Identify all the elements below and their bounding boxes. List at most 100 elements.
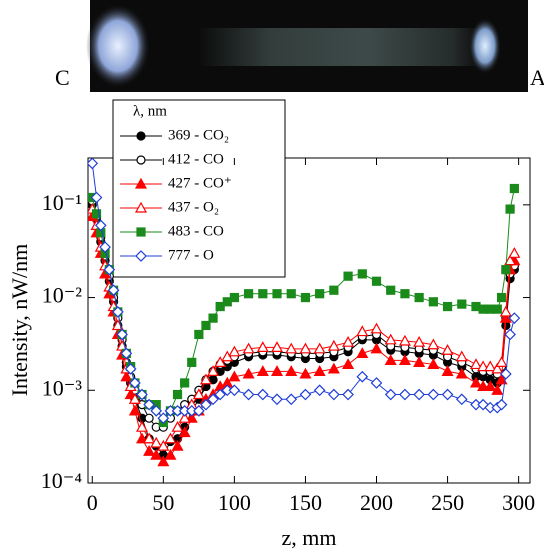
- marker: [504, 328, 516, 341]
- marker: [414, 292, 424, 303]
- marker: [496, 292, 507, 303]
- marker: [495, 373, 508, 385]
- marker: [271, 365, 284, 376]
- marker: [171, 439, 184, 451]
- marker: [207, 365, 220, 376]
- x-tick-label: 150: [289, 490, 322, 515]
- marker: [441, 388, 454, 401]
- marker: [469, 376, 483, 388]
- marker: [136, 388, 148, 401]
- marker: [178, 426, 191, 438]
- marker: [427, 338, 440, 350]
- marker: [150, 405, 163, 417]
- marker: [134, 177, 148, 189]
- marker: [143, 398, 155, 411]
- marker: [400, 289, 410, 299]
- marker: [124, 363, 137, 375]
- marker: [150, 436, 163, 448]
- marker: [356, 347, 369, 358]
- marker: [455, 350, 468, 362]
- marker: [495, 356, 508, 367]
- marker: [491, 362, 504, 374]
- marker: [242, 367, 255, 379]
- marker: [508, 247, 521, 258]
- marker: [143, 445, 156, 456]
- marker: [386, 285, 396, 295]
- marker: [228, 384, 241, 397]
- marker: [455, 393, 468, 406]
- marker: [477, 398, 489, 411]
- y-tick-label: 10⁻³: [42, 375, 83, 400]
- marker: [398, 334, 411, 346]
- marker: [192, 388, 205, 400]
- marker: [491, 384, 504, 395]
- legend-label: 427 - CO⁺: [168, 175, 232, 191]
- x-tick-label: 300: [502, 490, 535, 515]
- marker: [193, 405, 205, 417]
- marker: [398, 354, 411, 366]
- marker: [120, 347, 133, 360]
- marker: [94, 219, 107, 232]
- marker: [384, 354, 397, 366]
- marker: [342, 358, 355, 370]
- marker: [285, 342, 298, 354]
- marker: [208, 313, 218, 323]
- marker: [256, 365, 269, 376]
- legend-label: 369 - CO₂: [168, 127, 229, 143]
- marker: [111, 306, 124, 318]
- x-tick-label: 0: [87, 490, 98, 515]
- marker: [144, 413, 154, 423]
- marker: [413, 388, 425, 401]
- marker: [370, 377, 383, 389]
- marker: [90, 191, 103, 204]
- legend-label: 437 - O₂: [168, 199, 219, 215]
- marker: [172, 389, 183, 400]
- marker: [313, 384, 326, 397]
- marker: [243, 289, 254, 299]
- y-tick-label: 10⁻¹: [42, 190, 82, 215]
- marker: [495, 398, 508, 411]
- marker: [157, 455, 170, 467]
- marker: [399, 388, 411, 401]
- marker: [258, 289, 268, 299]
- marker: [187, 357, 197, 367]
- marker: [116, 328, 128, 341]
- marker: [91, 209, 102, 219]
- marker: [299, 342, 312, 354]
- marker: [427, 388, 440, 401]
- marker: [99, 241, 111, 253]
- marker: [356, 325, 369, 337]
- marker: [343, 271, 353, 281]
- marker: [329, 285, 339, 295]
- series-group: [88, 158, 521, 467]
- marker: [457, 299, 467, 309]
- marker: [157, 439, 170, 451]
- marker: [103, 263, 116, 276]
- legend: λ, nm 369 - CO₂ 412 - CO 427 - CO⁺ 437 - O₂…: [112, 99, 286, 278]
- marker: [371, 276, 382, 286]
- marker: [228, 345, 241, 357]
- marker: [135, 250, 147, 262]
- marker: [286, 289, 296, 299]
- marker: [427, 358, 440, 370]
- marker: [201, 320, 211, 331]
- marker: [129, 377, 141, 389]
- marker: [157, 412, 170, 425]
- x-tick-label: 200: [360, 490, 393, 515]
- x-tick-label: 250: [431, 490, 464, 515]
- marker: [492, 304, 502, 314]
- marker: [442, 301, 453, 312]
- marker: [508, 312, 521, 324]
- marker: [356, 370, 369, 383]
- marker: [313, 342, 326, 354]
- marker: [484, 380, 497, 392]
- marker: [370, 342, 383, 354]
- marker: [199, 373, 212, 385]
- marker: [509, 183, 519, 194]
- marker: [136, 131, 146, 141]
- marker: [505, 204, 515, 214]
- marker: [384, 333, 397, 345]
- y-tick-label: 10⁻²: [42, 283, 83, 308]
- marker: [313, 365, 326, 376]
- legend-label: 777 - O: [168, 247, 214, 263]
